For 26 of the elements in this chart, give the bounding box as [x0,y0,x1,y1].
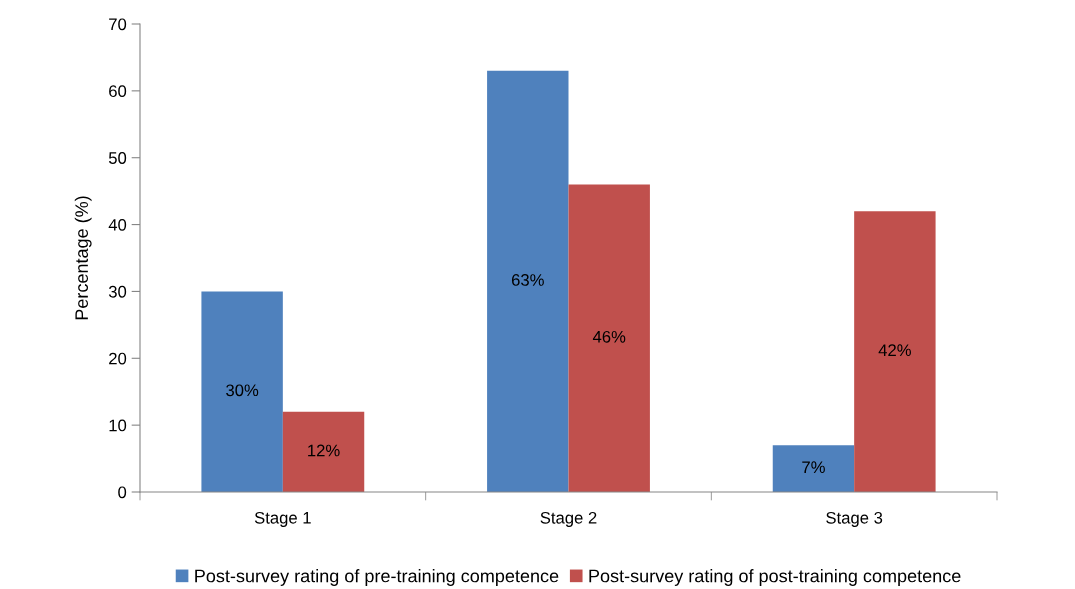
y-tick-label: 50 [108,152,127,164]
data-label: 42% [878,344,911,357]
y-tick-label: 40 [108,218,127,231]
y-axis-title: Percentage (%) [74,196,92,320]
y-tick-label: 60 [109,85,127,98]
y-tick-label: 70 [109,18,127,31]
bar [772,445,855,492]
legend-label: Post-survey rating of pre-training competence [195,569,559,586]
data-label: 30% [226,384,259,397]
bar [487,70,569,492]
y-tick-label: 10 [109,419,127,432]
y-tick-label: 30 [108,285,127,298]
data-label: 46% [592,330,626,343]
y-tick-label: 20 [109,352,127,365]
data-label: 12% [308,444,340,457]
x-tick-label: Stage 3 [826,511,883,527]
bar [282,411,365,492]
x-tick-label: Stage 2 [540,511,597,527]
bar [201,291,283,492]
x-tick-label: Stage 1 [254,511,311,527]
y-tick-label: 0 [118,486,127,499]
bar [854,211,936,492]
bar [568,184,650,492]
data-label: 7% [802,461,825,474]
data-label: 63% [511,274,544,286]
legend-label: Post-survey rating of post-training competence [589,569,961,586]
